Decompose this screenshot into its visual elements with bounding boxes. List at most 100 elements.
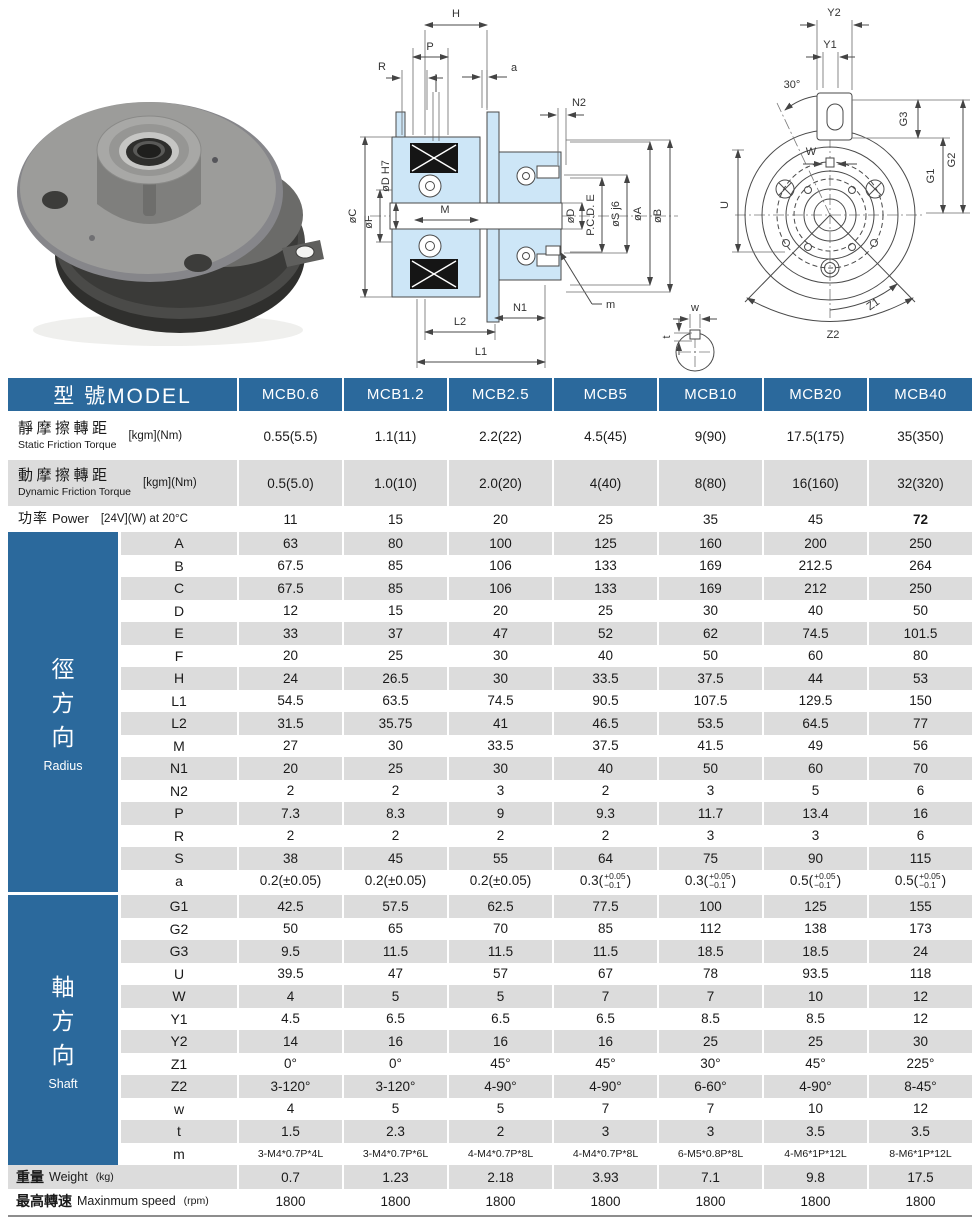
param-value: 125 xyxy=(764,895,867,918)
param-value: 6-M5*0.8P*8L xyxy=(659,1142,762,1165)
dim-label-R: R xyxy=(378,61,386,73)
param-value: 2 xyxy=(344,779,447,802)
param-value: 2 xyxy=(344,824,447,847)
param-row: C 67.5 85 106 133 169 212 250 xyxy=(121,577,972,600)
param-row: L2 31.5 35.75 41 46.5 53.5 64.5 77 xyxy=(121,712,972,735)
param-value: 7.3 xyxy=(239,802,342,825)
param-value: 4 xyxy=(239,1097,342,1120)
param-value: 90 xyxy=(764,847,867,870)
param-value: 63.5 xyxy=(344,689,447,712)
param-value: 37.5 xyxy=(554,734,657,757)
param-value: 2 xyxy=(554,824,657,847)
param-value: 3-M4*0.7P*4L xyxy=(239,1142,342,1165)
param-value: 18.5 xyxy=(659,940,762,963)
param-value: 42.5 xyxy=(239,895,342,918)
param-value: 12 xyxy=(239,599,342,622)
param-value: 16 xyxy=(344,1030,447,1053)
section-radius: 徑方向 Radius A 63 80 100 125 160 200 250 B 67.5 85 106 1… xyxy=(8,532,972,892)
param-value: 200 xyxy=(764,532,867,555)
param-row: G2 50 65 70 85 112 138 173 xyxy=(121,917,972,940)
param-value: 64 xyxy=(554,847,657,870)
section-label-en: Radius xyxy=(43,758,83,773)
param-value: 20 xyxy=(239,757,342,780)
param-value: 2 xyxy=(449,1120,552,1143)
param-value: 75 xyxy=(659,847,762,870)
section-sidebar: 軸方向 Shaft xyxy=(8,895,118,1165)
footer-value: 3.93 xyxy=(554,1165,657,1189)
spec-row-label: 動摩擦轉距 Dynamic Friction Torque [kgm](Nm) xyxy=(8,460,237,506)
param-value: 9 xyxy=(449,802,552,825)
param-value: 3.5 xyxy=(764,1120,867,1143)
front-view-drawing: W Y2 Y1 30° xyxy=(719,7,970,341)
spec-value: 72 xyxy=(869,506,972,532)
param-value: 15 xyxy=(344,599,447,622)
param-value: 11.5 xyxy=(449,940,552,963)
param-value: 9.5 xyxy=(239,940,342,963)
param-value: 39.5 xyxy=(239,962,342,985)
model-header-cell: MCB20 xyxy=(764,378,867,411)
dim-label-L1: L1 xyxy=(475,346,487,358)
model-header-label: 型 號MODEL xyxy=(8,378,237,411)
param-value: 30° xyxy=(659,1052,762,1075)
footer-value: 9.8 xyxy=(764,1165,867,1189)
param-name: B xyxy=(121,554,237,577)
spec-value: 1.0(10) xyxy=(344,460,447,506)
dim-label-t: t xyxy=(661,335,673,338)
spec-value: 0.55(5.5) xyxy=(239,412,342,460)
param-value: 40 xyxy=(554,644,657,667)
param-name: S xyxy=(121,847,237,870)
product-photo xyxy=(17,102,324,346)
section-sidebar: 徑方向 Radius xyxy=(8,532,118,892)
spec-label-en: Dynamic Friction Torque xyxy=(18,485,132,498)
param-row: F 20 25 30 40 50 60 80 xyxy=(121,644,972,667)
dim-label-oA: øA xyxy=(632,206,644,221)
spec-value: 17.5(175) xyxy=(764,412,867,460)
dim-label-m: m xyxy=(606,299,615,311)
param-value: 250 xyxy=(869,577,972,600)
param-value: 8.3 xyxy=(344,802,447,825)
param-row: M 27 30 33.5 37.5 41.5 49 56 xyxy=(121,734,972,757)
param-value: 7 xyxy=(554,1097,657,1120)
section-view-drawing: H P R a N2 xyxy=(347,8,678,368)
spec-row: 動摩擦轉距 Dynamic Friction Torque [kgm](Nm) 0.5… xyxy=(8,460,972,506)
table-bottom-rule xyxy=(8,1215,972,1217)
dim-label-a: a xyxy=(511,62,518,74)
param-value: 0° xyxy=(239,1052,342,1075)
param-value: 12 xyxy=(869,1097,972,1120)
param-value: 125 xyxy=(554,532,657,555)
spec-label-zh: 功率 xyxy=(18,510,48,527)
param-value: 70 xyxy=(449,917,552,940)
section-label-zh-char: 方 xyxy=(51,1007,75,1034)
spec-value: 35 xyxy=(659,506,762,532)
param-value: 173 xyxy=(869,917,972,940)
param-value: 20 xyxy=(449,599,552,622)
param-row: A 63 80 100 125 160 200 250 xyxy=(121,532,972,555)
dim-label-Z1: Z1 xyxy=(865,296,882,313)
spec-unit: [kgm](Nm) xyxy=(143,477,197,489)
param-value: 57.5 xyxy=(344,895,447,918)
param-name: A xyxy=(121,532,237,555)
spec-value: 35(350) xyxy=(869,412,972,460)
param-value: 12 xyxy=(869,985,972,1008)
param-value: 4-90° xyxy=(764,1075,867,1098)
param-value: 118 xyxy=(869,962,972,985)
param-value: 67.5 xyxy=(239,577,342,600)
spec-label-en: Power xyxy=(52,511,89,527)
dim-label-oC: øC xyxy=(347,209,359,224)
dim-label-U: U xyxy=(719,201,731,209)
param-value: 37.5 xyxy=(659,667,762,690)
param-value: 45° xyxy=(449,1052,552,1075)
param-value: 77 xyxy=(869,712,972,735)
dim-label-w: w xyxy=(690,302,699,314)
param-value: 3 xyxy=(659,1120,762,1143)
param-value: 9.3 xyxy=(554,802,657,825)
param-value: 4.5 xyxy=(239,1007,342,1030)
param-name: D xyxy=(121,599,237,622)
footer-value: 1800 xyxy=(344,1189,447,1213)
model-header-cell: MCB2.5 xyxy=(449,378,552,411)
param-value: 150 xyxy=(869,689,972,712)
param-name: Y1 xyxy=(121,1007,237,1030)
param-value: 4 xyxy=(239,985,342,1008)
footer-row: 重量 Weight (kg) 0.7 1.23 2.18 3.93 7.1 9.8 17.5 xyxy=(8,1165,972,1189)
param-value: 30 xyxy=(659,599,762,622)
